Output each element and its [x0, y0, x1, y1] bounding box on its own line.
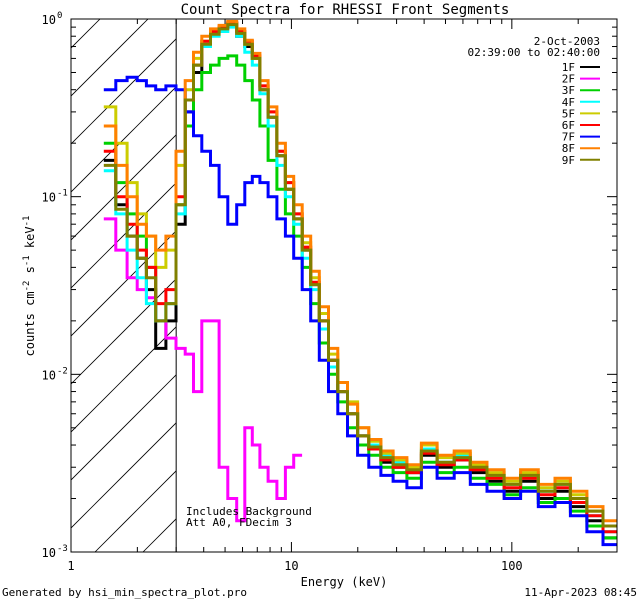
legend-label: 2F — [562, 73, 575, 86]
legend-label: 8F — [562, 142, 575, 155]
hatch-line — [71, 182, 177, 289]
x-axis-label: Energy (keV) — [301, 575, 388, 589]
legend-label: 9F — [562, 154, 575, 167]
hatch-line — [239, 0, 640, 552]
chart-title: Count Spectra for RHESSI Front Segments — [181, 2, 510, 18]
x-tick-label: 100 — [501, 559, 523, 573]
footer-generated: Generated by hsi_min_spectra_plot.pro — [2, 586, 247, 599]
y-axis-label-exp3: -1 — [22, 216, 32, 227]
y-axis-label-base: counts cm — [23, 291, 37, 356]
x-tick-label: 10 — [284, 559, 298, 573]
y-tick-label: 10 — [42, 13, 56, 27]
hatch-line — [71, 38, 177, 145]
hatch-line — [623, 0, 640, 552]
x-tick-labels: 1 10 100 — [67, 559, 522, 573]
series-line-9F — [103, 23, 617, 528]
footer-date: 11-Apr-2023 08:45 — [524, 586, 637, 599]
legend-label: 5F — [562, 107, 575, 120]
legend-label: 1F — [562, 61, 575, 74]
y-tick-label: 10 — [42, 191, 56, 205]
series-line-3F — [103, 54, 617, 540]
series-line-1F — [103, 21, 617, 540]
y-tick-label-exponent: -3 — [57, 544, 68, 554]
annotation-background: Includes Background — [186, 505, 312, 518]
legend-label: 7F — [562, 131, 575, 144]
series-line-5F — [103, 21, 617, 528]
y-axis-label-mid: s — [23, 266, 37, 280]
hatch-line — [71, 19, 149, 97]
hatch-line — [71, 422, 177, 529]
hatch-line — [287, 0, 640, 552]
legend-label: 3F — [562, 84, 575, 97]
y-axis-label-exp2: -1 — [22, 255, 32, 266]
hatch-line — [71, 374, 177, 481]
y-axis-label: counts cm-2 s-1 keV-1 — [22, 216, 37, 357]
annotation-attenuator: Att A0, FDecim 3 — [186, 516, 292, 529]
legend-label: 4F — [562, 96, 575, 109]
series-line-6F — [103, 21, 617, 534]
date-label: 2-Oct-2003 — [534, 35, 600, 48]
legend-label: 6F — [562, 119, 575, 132]
y-axis-label-end: keV — [23, 226, 37, 255]
y-tick-label-exponent: -1 — [57, 189, 68, 199]
series-line-7F — [103, 75, 617, 547]
x-tick-label: 1 — [67, 559, 74, 573]
plot-frame — [70, 18, 618, 553]
time-range-label: 02:39:00 to 02:40:00 — [468, 46, 600, 59]
hatch-line — [575, 0, 640, 552]
y-tick-label-exponent: -2 — [57, 366, 68, 376]
axis-ticks — [70, 19, 618, 553]
y-tick-label: 10 — [42, 546, 56, 560]
series-group — [103, 19, 617, 547]
hatch-line — [71, 134, 177, 241]
y-tick-label: 10 — [42, 368, 56, 382]
y-tick-label-exponent: 0 — [57, 11, 62, 21]
y-axis-label-exp1: -2 — [22, 281, 32, 292]
hatch-line — [0, 0, 119, 552]
series-line-8F — [103, 19, 617, 523]
hatch-line — [527, 0, 640, 552]
